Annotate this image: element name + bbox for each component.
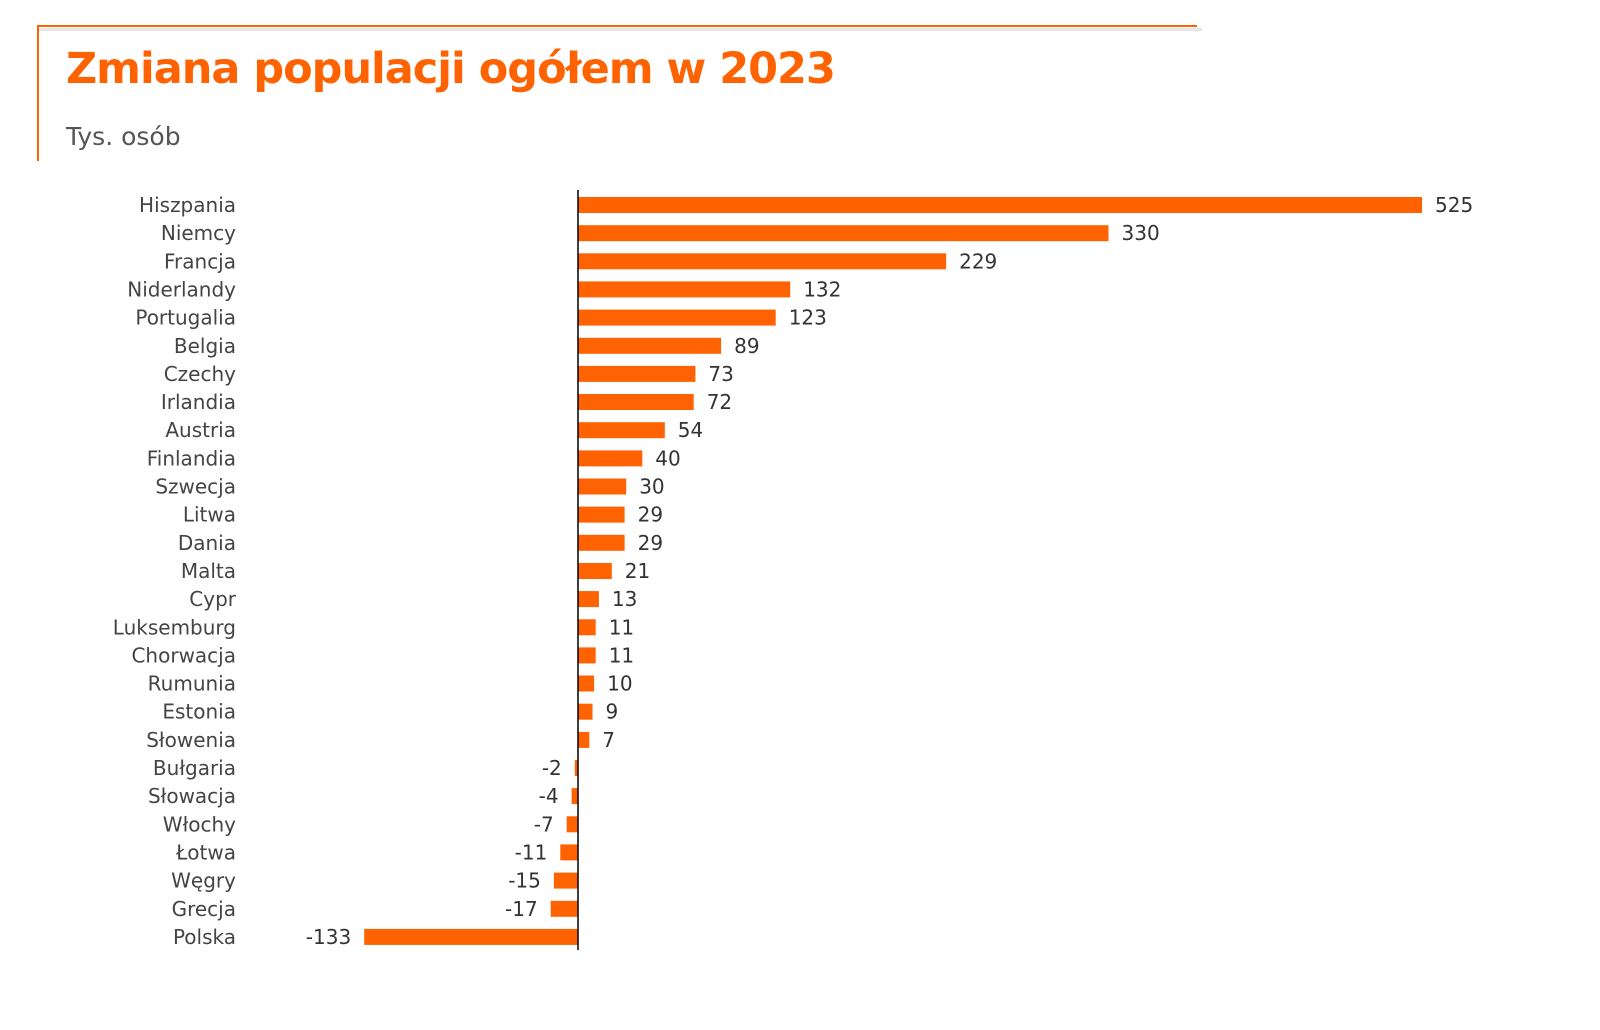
data-label: 10	[607, 672, 632, 696]
bar-Irlandia	[578, 394, 694, 410]
category-label: Grecja	[172, 897, 236, 921]
category-label: Finlandia	[147, 446, 236, 470]
data-label: 330	[1122, 221, 1160, 245]
bar-Włochy	[566, 816, 578, 833]
category-label: Luksemburg	[113, 615, 236, 639]
bar-Cypr	[578, 591, 599, 608]
bar-Austria	[578, 422, 665, 439]
data-label: 11	[609, 615, 634, 639]
bar-Bułgaria	[574, 760, 578, 776]
category-label: Polska	[173, 925, 236, 949]
category-label: Dania	[178, 531, 236, 555]
bar-Finlandia	[578, 450, 643, 467]
category-label: Słowacja	[148, 784, 236, 808]
category-label: Belgia	[174, 334, 236, 358]
bar-Szwecja	[578, 478, 627, 495]
category-label: Malta	[181, 559, 236, 583]
data-label: 9	[606, 700, 619, 724]
category-label: Czechy	[164, 362, 236, 386]
bar-Chorwacja	[578, 647, 596, 664]
data-label: 132	[803, 277, 841, 301]
category-label: Litwa	[183, 503, 236, 527]
category-label: Węgry	[171, 869, 236, 893]
bar-Niemcy	[578, 225, 1109, 242]
data-label: -7	[534, 812, 554, 836]
bar-Polska	[364, 928, 578, 945]
data-label: 72	[707, 390, 732, 414]
data-label: 54	[678, 418, 703, 442]
bar-Niderlandy	[578, 281, 791, 298]
category-label: Hiszpania	[139, 193, 236, 217]
bar-Dania	[578, 534, 625, 551]
category-label: Chorwacja	[131, 643, 236, 667]
category-label: Szwecja	[155, 475, 236, 499]
data-label: 11	[609, 643, 634, 667]
category-label: Rumunia	[148, 672, 236, 696]
category-label: Estonia	[162, 700, 236, 724]
bar-Czechy	[578, 365, 696, 382]
bar-Rumunia	[578, 675, 595, 692]
data-label: -15	[508, 869, 541, 893]
chart-subtitle: Tys. osób	[66, 122, 181, 151]
bar-Łotwa	[560, 844, 578, 861]
category-label: Bułgaria	[153, 756, 236, 780]
data-label: 73	[708, 362, 733, 386]
bar-Węgry	[553, 872, 578, 889]
data-label: -4	[539, 784, 559, 808]
category-label: Łotwa	[175, 840, 236, 864]
category-label: Cypr	[189, 587, 236, 611]
data-label: 21	[625, 559, 650, 583]
data-label: 525	[1435, 193, 1473, 217]
data-label: 30	[639, 475, 664, 499]
category-label: Portugalia	[135, 306, 236, 330]
data-label: -11	[515, 840, 548, 864]
category-label: Niderlandy	[127, 277, 236, 301]
title-frame-top-rule	[37, 25, 1197, 27]
category-label: Francja	[164, 249, 236, 273]
category-label: Włochy	[163, 812, 236, 836]
data-label: 123	[789, 306, 827, 330]
bar-Grecja	[550, 900, 578, 917]
bar-Hiszpania	[578, 197, 1422, 213]
bar-Belgia	[578, 337, 722, 354]
bar-Portugalia	[578, 309, 776, 326]
bar-Estonia	[578, 703, 593, 720]
bar-Malta	[578, 563, 612, 579]
bar-series	[364, 197, 1422, 945]
data-label: 229	[959, 249, 997, 273]
data-label: -2	[542, 756, 562, 780]
data-label: 13	[612, 587, 637, 611]
data-label: 40	[655, 446, 680, 470]
data-label: -133	[306, 925, 351, 949]
bar-Słowenia	[578, 731, 590, 748]
bar-Słowacja	[571, 788, 578, 805]
category-label: Austria	[165, 418, 236, 442]
data-label: 29	[638, 531, 663, 555]
category-labels: Hiszpania Niemcy Francja Niderlandy Portugal…	[113, 193, 237, 949]
bar-Litwa	[578, 506, 625, 523]
category-label: Niemcy	[161, 221, 236, 245]
chart-title: Zmiana populacji ogółem w 2023	[66, 44, 836, 94]
bar-Luksemburg	[578, 619, 596, 636]
data-label: -17	[505, 897, 538, 921]
data-label: 29	[638, 503, 663, 527]
bar-Francja	[578, 253, 947, 270]
data-label: 7	[602, 728, 615, 752]
title-frame-left-rule	[37, 25, 39, 161]
category-label: Słowenia	[146, 728, 236, 752]
category-label: Irlandia	[161, 390, 236, 414]
title-frame-shadow	[39, 28, 1202, 31]
data-label: 89	[734, 334, 759, 358]
